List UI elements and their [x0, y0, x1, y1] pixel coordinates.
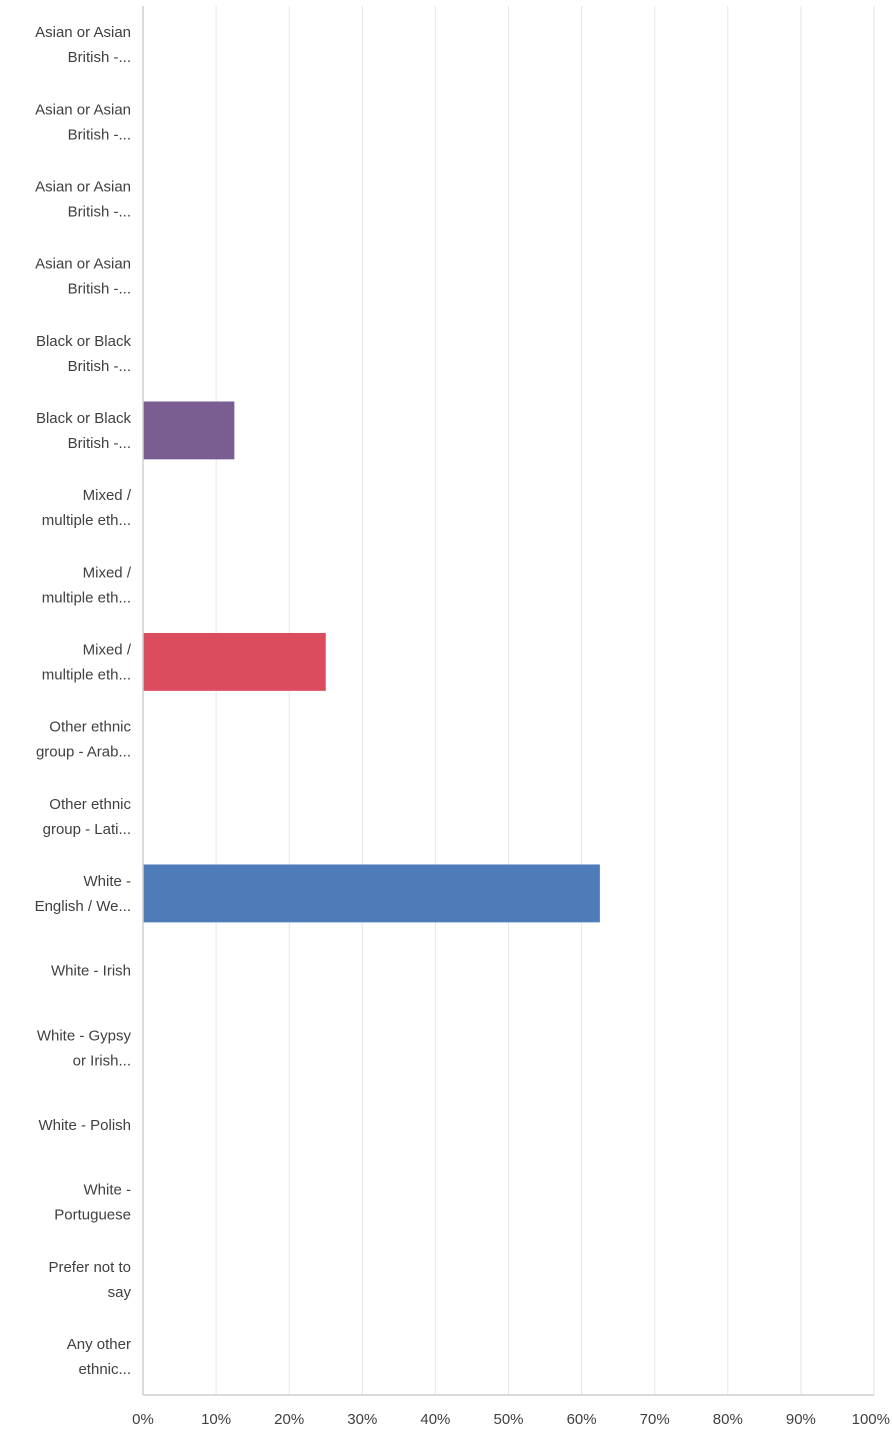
- category-label: Mixed /: [83, 641, 132, 658]
- x-tick-label: 70%: [640, 1411, 670, 1428]
- category-label: English / We...: [35, 898, 131, 915]
- category-label: Portuguese: [54, 1207, 131, 1224]
- category-label: Black or Black: [36, 333, 132, 350]
- category-label: group - Lati...: [43, 821, 131, 838]
- x-tick-label: 90%: [786, 1411, 816, 1428]
- category-label: British -...: [68, 203, 131, 220]
- category-label: or Irish...: [73, 1052, 131, 1069]
- category-label: multiple eth...: [42, 589, 131, 606]
- bar: [143, 632, 326, 691]
- x-tick-label: 100%: [852, 1411, 890, 1428]
- x-tick-label: 10%: [201, 1411, 231, 1428]
- category-label: British -...: [68, 435, 131, 452]
- x-tick-labels: 0% 10% 20% 30% 40% 50% 60% 70% 80% 90% 100%: [132, 1411, 890, 1428]
- x-tick-label: 40%: [420, 1411, 450, 1428]
- category-label: British -...: [68, 281, 131, 298]
- category-label: Mixed /: [83, 564, 132, 581]
- x-tick-label: 60%: [567, 1411, 597, 1428]
- category-label: Asian or Asian: [35, 256, 131, 273]
- category-label: multiple eth...: [42, 512, 131, 529]
- category-label: White -: [83, 1182, 131, 1199]
- category-label: White -: [83, 873, 131, 890]
- category-label: Prefer not to: [48, 1259, 131, 1276]
- x-tick-label: 0%: [132, 1411, 154, 1428]
- category-label: Any other: [67, 1336, 131, 1353]
- x-tick-label: 80%: [713, 1411, 743, 1428]
- category-label: British -...: [68, 358, 131, 375]
- bars: [143, 401, 600, 923]
- category-label: Other ethnic: [49, 719, 131, 736]
- category-label: Asian or Asian: [35, 101, 131, 118]
- category-label: White - Irish: [51, 963, 131, 980]
- category-label: ethnic...: [78, 1361, 131, 1378]
- x-tick-label: 50%: [493, 1411, 523, 1428]
- bar: [143, 401, 235, 460]
- category-label: Asian or Asian: [35, 24, 131, 41]
- category-label: White - Gypsy: [37, 1027, 132, 1044]
- category-label: British -...: [68, 126, 131, 143]
- x-tick-label: 30%: [347, 1411, 377, 1428]
- grid-lines: [215, 6, 875, 1395]
- bar: [143, 864, 600, 923]
- category-label: say: [108, 1284, 132, 1301]
- category-label: White - Polish: [38, 1117, 131, 1134]
- category-label: Mixed /: [83, 487, 132, 504]
- category-label: British -...: [68, 49, 131, 66]
- category-label: multiple eth...: [42, 666, 131, 683]
- category-label: Other ethnic: [49, 796, 131, 813]
- category-label: Asian or Asian: [35, 178, 131, 195]
- category-label: group - Arab...: [36, 744, 131, 761]
- category-labels: Asian or Asian British -... Asian or Asian…: [35, 24, 132, 1378]
- category-label: Black or Black: [36, 410, 132, 427]
- x-tick-label: 20%: [274, 1411, 304, 1428]
- axes: [142, 6, 874, 1396]
